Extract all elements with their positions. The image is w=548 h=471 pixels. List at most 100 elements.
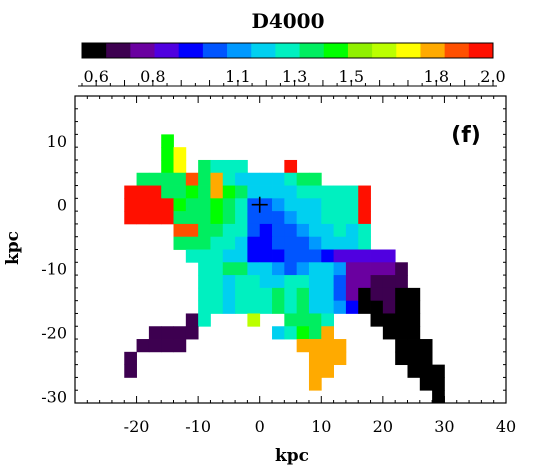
heatmap-cell — [210, 172, 224, 186]
heatmap-cell — [370, 313, 384, 327]
x-tick-label: 30 — [434, 417, 454, 436]
heatmap-cell — [148, 339, 162, 353]
heatmap-cell — [407, 351, 421, 366]
heatmap-cell — [308, 172, 322, 186]
heatmap-cell — [198, 223, 211, 238]
colorbar-swatch — [154, 43, 180, 58]
heatmap-cell — [222, 275, 236, 289]
heatmap-cell — [173, 198, 187, 212]
heatmap-cell — [321, 185, 334, 199]
heatmap-cell — [382, 313, 396, 327]
heatmap-cell — [296, 287, 310, 302]
heatmap-cell — [247, 211, 261, 225]
heatmap-cell — [321, 313, 334, 327]
heatmap-cell — [259, 249, 273, 263]
heatmap-cell — [161, 172, 174, 186]
heatmap-cell — [358, 198, 371, 212]
heatmap-cell — [407, 326, 421, 340]
y-tick-label: -20 — [41, 324, 67, 343]
heatmap-cell — [136, 339, 150, 353]
heatmap-cell — [284, 198, 298, 212]
heatmap-cell — [358, 262, 371, 276]
heatmap-cell — [235, 236, 248, 250]
heatmap-cell — [321, 223, 334, 238]
heatmap-cell — [395, 351, 408, 366]
heatmap-cell — [296, 313, 310, 327]
heatmap-cell — [308, 262, 322, 276]
heatmap-cell — [284, 287, 298, 302]
heatmap-cell — [210, 287, 224, 302]
heatmap-cell — [407, 313, 421, 327]
heatmap-cell — [259, 172, 273, 186]
heatmap-cell — [235, 159, 248, 174]
heatmap-cell — [173, 147, 187, 161]
heatmap-cell — [321, 211, 334, 225]
heatmap-cell — [333, 275, 347, 289]
heatmap-cell — [272, 236, 285, 250]
heatmap-cell — [222, 236, 236, 250]
heatmap-cell — [136, 185, 150, 199]
heatmap-cell — [382, 300, 396, 314]
heatmap-cell — [210, 249, 224, 263]
colorbar-tick-label: 0.8 — [140, 67, 165, 86]
heatmap-cell — [432, 364, 445, 378]
heatmap-cell — [333, 339, 347, 353]
heatmap-cell — [284, 262, 298, 276]
heatmap-cell — [419, 377, 433, 391]
heatmap-cell — [345, 223, 359, 238]
heatmap-cell — [148, 211, 162, 225]
heatmap-cell — [333, 262, 347, 276]
heatmap-cell — [432, 390, 445, 404]
heatmap-cell — [272, 300, 285, 314]
heatmap-cell — [382, 287, 396, 302]
heatmap-cell — [247, 172, 261, 186]
colorbar-tick-label: 1.8 — [424, 67, 449, 86]
heatmap-cell — [321, 249, 334, 263]
heatmap-cell — [358, 185, 371, 199]
heatmap-cell — [198, 313, 211, 327]
heatmap-cell — [321, 262, 334, 276]
heatmap-cell — [308, 275, 322, 289]
heatmap-cell — [235, 262, 248, 276]
heatmap-cell — [308, 377, 322, 391]
heatmap-cell — [308, 351, 322, 366]
heatmap-cell — [161, 339, 174, 353]
heatmap-cell — [247, 275, 261, 289]
heatmap-cell — [395, 262, 408, 276]
heatmap-cell — [161, 326, 174, 340]
heatmap-cell — [247, 223, 261, 238]
heatmap-cell — [272, 223, 285, 238]
heatmap-cell — [185, 185, 199, 199]
heatmap-cell — [272, 249, 285, 263]
heatmap-cell — [333, 223, 347, 238]
heatmap-cell — [321, 287, 334, 302]
heatmap-cell — [161, 211, 174, 225]
y-tick-label: -30 — [41, 388, 67, 407]
heatmap-cell — [419, 364, 433, 378]
heatmap-cell — [407, 300, 421, 314]
heatmap-cell — [308, 198, 322, 212]
heatmap-cell — [382, 326, 396, 340]
heatmap-cell — [235, 198, 248, 212]
heatmap-cell — [222, 198, 236, 212]
heatmap-cell — [173, 159, 187, 174]
heatmap-cell — [407, 287, 421, 302]
heatmap-cell — [185, 236, 199, 250]
heatmap-cell — [308, 211, 322, 225]
heatmap-cell — [272, 172, 285, 186]
heatmap-cell — [321, 364, 334, 378]
heatmap-cell — [284, 236, 298, 250]
heatmap-cell — [272, 262, 285, 276]
heatmap-cell — [308, 313, 322, 327]
heatmap-cell — [210, 211, 224, 225]
axes-ticks: -20 -10 0 10 20 30 40 10 0 -10 -20 -30 — [41, 95, 516, 436]
heatmap-cell — [222, 262, 236, 276]
x-tick-label: 40 — [496, 417, 516, 436]
heatmap-cell — [173, 223, 187, 238]
heatmap-cell — [284, 313, 298, 327]
heatmap-cell — [235, 223, 248, 238]
heatmap-cell — [124, 198, 137, 212]
heatmap-cell — [284, 249, 298, 263]
heatmap-cell — [272, 287, 285, 302]
